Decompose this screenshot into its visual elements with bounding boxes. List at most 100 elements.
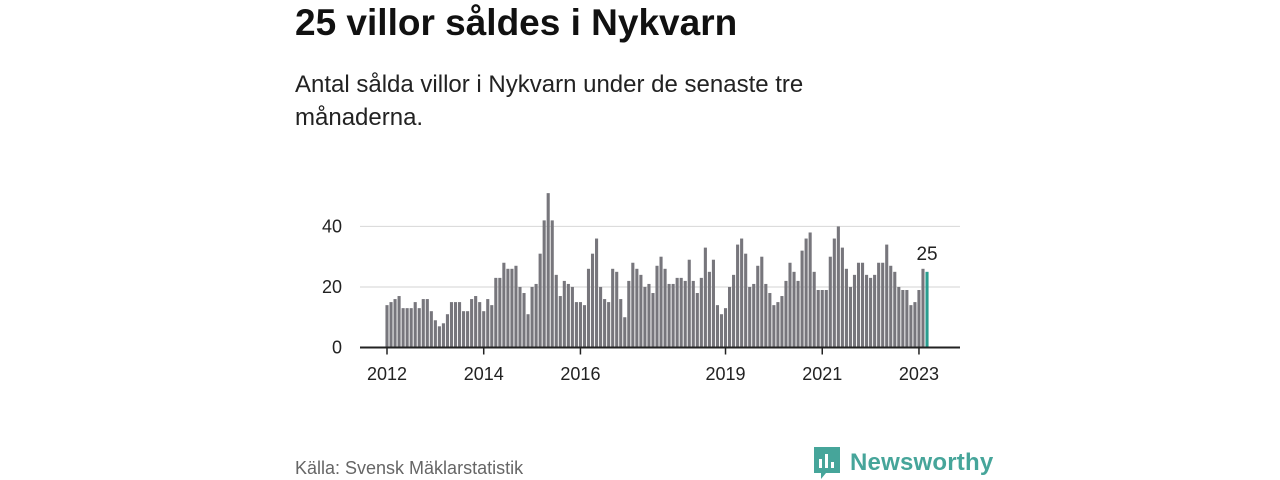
bar xyxy=(405,308,409,348)
bar xyxy=(671,283,675,348)
brand-name: Newsworthy xyxy=(850,449,994,476)
chart-title: 25 villor såldes i Nykvarn xyxy=(295,2,738,43)
bar xyxy=(824,289,828,348)
bar xyxy=(707,271,711,348)
bar xyxy=(856,262,861,348)
bar xyxy=(466,311,470,348)
bar xyxy=(881,262,885,348)
bar xyxy=(784,280,788,348)
bar xyxy=(752,283,756,348)
bar xyxy=(816,289,820,348)
bar xyxy=(441,323,445,348)
bar xyxy=(744,253,748,348)
bar xyxy=(772,305,776,348)
bar xyxy=(877,262,881,348)
x-tick-label: 2023 xyxy=(899,364,939,384)
bar xyxy=(462,311,466,348)
bar xyxy=(913,302,917,348)
bar xyxy=(445,314,449,348)
bar xyxy=(457,302,462,348)
bar xyxy=(550,220,554,348)
bar xyxy=(570,286,574,348)
bar xyxy=(635,268,639,348)
bar xyxy=(615,271,619,348)
highlight-value-label: 25 xyxy=(916,244,937,265)
bar xyxy=(667,283,671,348)
bar xyxy=(502,262,506,348)
bar xyxy=(490,305,494,348)
bar xyxy=(413,302,417,348)
bar xyxy=(691,280,695,348)
bar xyxy=(848,286,852,348)
bar xyxy=(449,302,454,348)
bar xyxy=(723,308,728,348)
bar xyxy=(804,238,808,348)
bar xyxy=(719,314,724,348)
bar xyxy=(478,302,482,348)
bar xyxy=(389,302,393,348)
bar xyxy=(728,286,732,348)
bar xyxy=(852,274,857,348)
bar xyxy=(756,265,760,348)
bar xyxy=(453,302,458,348)
bar xyxy=(844,268,848,348)
bar xyxy=(828,256,832,348)
bar xyxy=(562,280,566,348)
bar xyxy=(675,277,679,348)
bar xyxy=(623,317,627,348)
bar xyxy=(530,286,534,348)
bar xyxy=(619,299,623,348)
bar xyxy=(578,302,582,348)
bar xyxy=(574,302,578,348)
bar xyxy=(643,286,647,348)
bar xyxy=(421,299,425,348)
bar xyxy=(566,283,570,348)
bar xyxy=(437,326,441,348)
bar xyxy=(631,262,635,348)
x-tick-label: 2019 xyxy=(705,364,745,384)
bar xyxy=(498,277,502,348)
bar xyxy=(385,305,389,348)
bar xyxy=(788,262,792,348)
bar xyxy=(764,283,768,348)
bar xyxy=(736,244,740,348)
bar xyxy=(590,253,595,348)
bar xyxy=(885,244,889,348)
newsworthy-logo-icon xyxy=(814,447,840,479)
bar xyxy=(417,308,421,348)
bar xyxy=(482,311,486,348)
bar xyxy=(679,277,683,348)
bar xyxy=(687,259,691,348)
brand-logo: Newsworthy xyxy=(813,446,993,480)
bar xyxy=(808,232,812,348)
bar xyxy=(800,250,804,348)
bar xyxy=(715,305,720,348)
y-tick-label: 20 xyxy=(322,277,342,297)
bar xyxy=(486,299,490,348)
bar xyxy=(832,238,836,348)
bar xyxy=(909,305,913,348)
bar xyxy=(433,320,437,348)
x-tick-label: 2012 xyxy=(367,364,407,384)
bar xyxy=(869,277,873,348)
bar xyxy=(792,271,796,348)
bar xyxy=(627,280,631,348)
bar xyxy=(703,247,707,348)
y-tick-label: 0 xyxy=(332,338,342,358)
bar xyxy=(699,277,703,348)
bar xyxy=(546,193,550,348)
bar xyxy=(655,265,659,348)
bar xyxy=(796,280,800,348)
bar xyxy=(873,274,877,348)
bar xyxy=(401,308,405,348)
bar xyxy=(840,247,844,348)
bar xyxy=(917,289,921,348)
bar xyxy=(768,293,772,348)
source-note: Källa: Svensk Mäklarstatistik xyxy=(295,458,524,478)
bar xyxy=(582,305,587,348)
chart-subtitle: Antal sålda villor i Nykvarn under de se… xyxy=(295,71,804,131)
bar xyxy=(586,268,591,348)
bar xyxy=(780,296,784,348)
x-tick-label: 2016 xyxy=(560,364,600,384)
